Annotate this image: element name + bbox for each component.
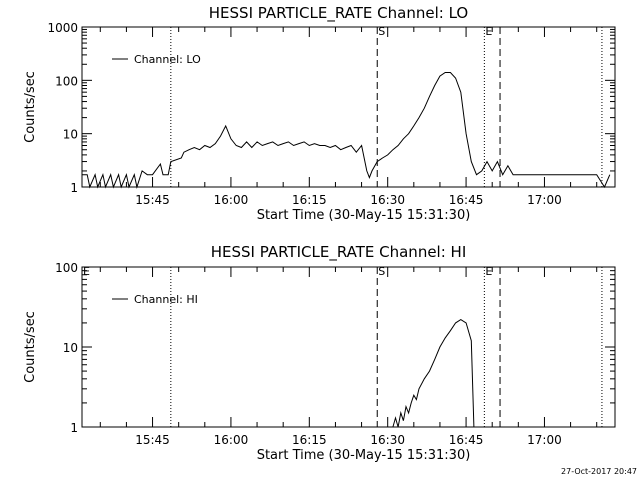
- x-tick-label: 15:45: [135, 433, 170, 447]
- x-axis-label: Start Time (30-May-15 15:31:30): [257, 208, 471, 223]
- event-marker-label: E: [485, 265, 492, 278]
- x-tick-label: 17:00: [527, 193, 562, 207]
- y-tick-label: 1: [70, 421, 78, 435]
- y-tick-label: 10: [63, 341, 78, 355]
- event-marker-label: S: [378, 25, 385, 38]
- x-tick-label: 15:45: [135, 193, 170, 207]
- y-tick-label: 1: [70, 181, 78, 195]
- x-tick-label: 17:00: [527, 433, 562, 447]
- y-axis-label: Counts/sec: [23, 311, 38, 383]
- x-tick-label: 16:15: [292, 433, 327, 447]
- y-axis-label: Counts/sec: [23, 71, 38, 143]
- x-tick-label: 16:00: [214, 433, 249, 447]
- series-line: [392, 319, 475, 428]
- legend-label: Channel: HI: [134, 293, 198, 306]
- panel-lo-channel: HESSI PARTICLE_RATE Channel: LO 1 10 100 100…: [23, 4, 616, 223]
- x-tick-label: 16:30: [370, 433, 405, 447]
- plot-frame: [81, 266, 616, 428]
- event-marker-label: E: [83, 265, 90, 278]
- y-tick-label: 1000: [47, 21, 78, 35]
- plot-frame: [81, 26, 616, 188]
- y-tick-label: 10: [63, 128, 78, 142]
- x-tick-label: 16:00: [214, 193, 249, 207]
- x-tick-label: 16:30: [370, 193, 405, 207]
- panel-hi-channel: HESSI PARTICLE_RATE Channel: HI 1 10 100 15:…: [23, 243, 616, 463]
- y-tick-label: 100: [55, 261, 78, 275]
- legend-label: Channel: LO: [134, 53, 201, 66]
- footer-timestamp: 27-Oct-2017 20:47: [561, 467, 637, 476]
- x-axis-label: Start Time (30-May-15 15:31:30): [257, 448, 471, 463]
- event-marker-label: E: [485, 25, 492, 38]
- event-marker-label: S: [378, 265, 385, 278]
- x-tick-label: 16:45: [449, 193, 484, 207]
- chart-title: HESSI PARTICLE_RATE Channel: LO: [209, 4, 468, 23]
- chart-title: HESSI PARTICLE_RATE Channel: HI: [211, 243, 467, 262]
- y-tick-label: 100: [55, 74, 78, 88]
- x-tick-label: 16:15: [292, 193, 327, 207]
- series-line: [82, 72, 611, 189]
- x-tick-label: 16:45: [449, 433, 484, 447]
